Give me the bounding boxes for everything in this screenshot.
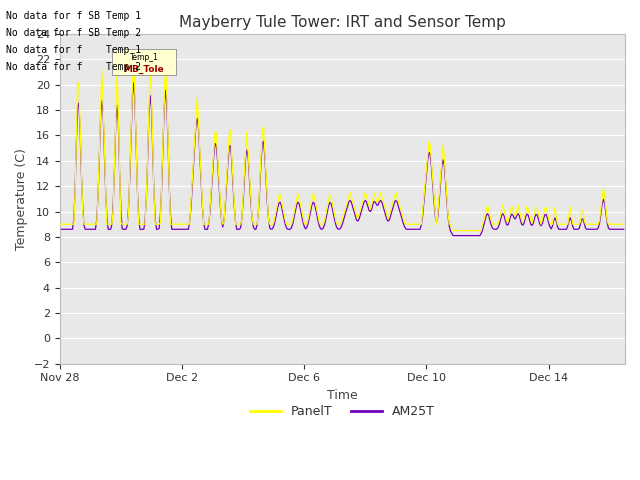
- Text: No data for f    Temp 1: No data for f Temp 1: [6, 45, 141, 55]
- X-axis label: Time: Time: [327, 389, 358, 402]
- Text: Temp_1: Temp_1: [129, 53, 159, 62]
- Title: Mayberry Tule Tower: IRT and Sensor Temp: Mayberry Tule Tower: IRT and Sensor Temp: [179, 15, 506, 30]
- Text: No data for f    Temp 2: No data for f Temp 2: [6, 62, 141, 72]
- Text: No data for f SB Temp 1: No data for f SB Temp 1: [6, 11, 141, 21]
- Legend: PanelT, AM25T: PanelT, AM25T: [244, 400, 440, 423]
- Text: MB_Tole: MB_Tole: [124, 65, 164, 74]
- Text: No data for f SB Temp 2: No data for f SB Temp 2: [6, 28, 141, 38]
- Y-axis label: Temperature (C): Temperature (C): [15, 148, 28, 250]
